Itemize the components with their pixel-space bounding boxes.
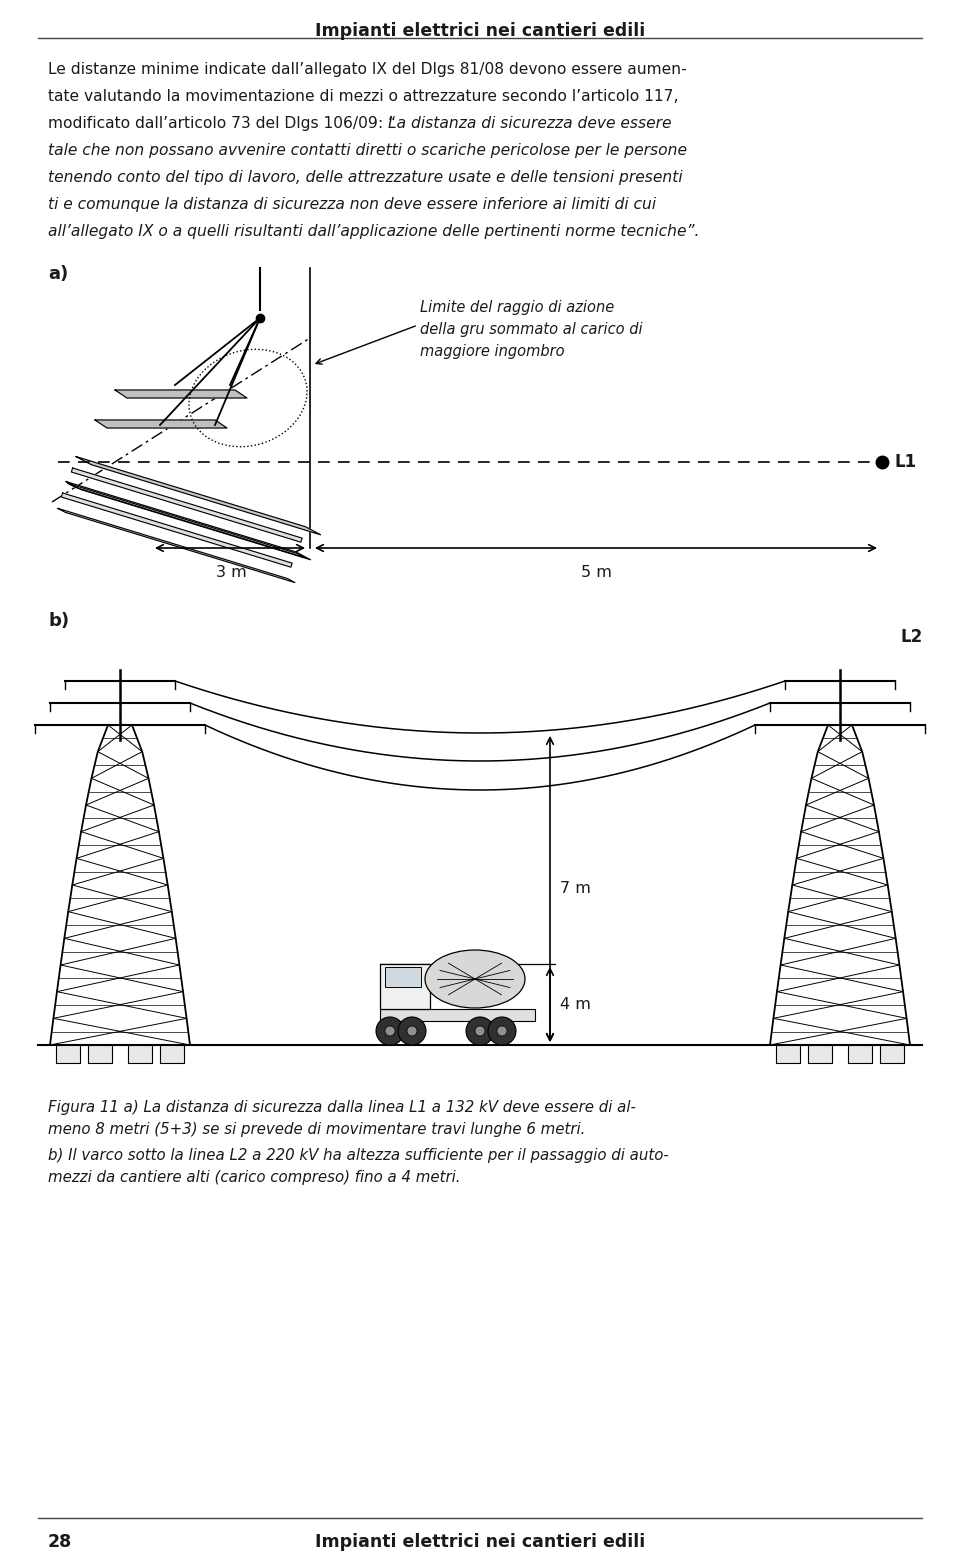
Bar	[128, 1045, 152, 1063]
Text: maggiore ingombro: maggiore ingombro	[420, 344, 564, 358]
Text: 3 m: 3 m	[216, 565, 247, 581]
Text: 28: 28	[48, 1534, 72, 1551]
Text: meno 8 metri (5+3) se si prevede di movimentare travi lunghe 6 metri.: meno 8 metri (5+3) se si prevede di movi…	[48, 1122, 586, 1138]
Circle shape	[497, 1027, 507, 1036]
Text: 4 m: 4 m	[560, 997, 590, 1013]
Text: b) Il varco sotto la linea L2 a 220 kV ha altezza sufficiente per il passaggio d: b) Il varco sotto la linea L2 a 220 kV h…	[48, 1149, 669, 1163]
Bar	[848, 1045, 872, 1063]
Text: L2: L2	[900, 628, 923, 646]
Text: b): b)	[48, 612, 69, 631]
Text: tale che non possano avvenire contatti diretti o scariche pericolose per le pers: tale che non possano avvenire contatti d…	[48, 142, 687, 158]
Text: a): a)	[48, 264, 68, 283]
Bar	[380, 1009, 535, 1020]
Circle shape	[398, 1017, 426, 1045]
Bar	[56, 1045, 80, 1063]
Text: Impianti elettrici nei cantieri edili: Impianti elettrici nei cantieri edili	[315, 22, 645, 41]
Bar	[880, 1045, 904, 1063]
Text: Figura 11 a) La distanza di sicurezza dalla linea L1 a 132 kV deve essere di al-: Figura 11 a) La distanza di sicurezza da…	[48, 1100, 636, 1114]
Polygon shape	[58, 509, 295, 582]
Polygon shape	[68, 484, 305, 557]
Text: Limite del raggio di azione: Limite del raggio di azione	[420, 300, 614, 315]
Bar	[808, 1045, 832, 1063]
Text: tate valutando la movimentazione di mezzi o attrezzature secondo l’articolo 117,: tate valutando la movimentazione di mezz…	[48, 89, 679, 103]
Text: L1: L1	[895, 452, 917, 471]
Text: mezzi da cantiere alti (carico compreso) fino a 4 metri.: mezzi da cantiere alti (carico compreso)…	[48, 1171, 461, 1185]
Text: 5 m: 5 m	[581, 565, 612, 581]
Circle shape	[466, 1017, 494, 1045]
Circle shape	[475, 1027, 485, 1036]
Circle shape	[407, 1027, 417, 1036]
Text: tenendo conto del tipo di lavoro, delle attrezzature usate e delle tensioni pres: tenendo conto del tipo di lavoro, delle …	[48, 171, 683, 185]
Polygon shape	[66, 482, 311, 560]
Bar	[380, 964, 430, 1009]
Ellipse shape	[425, 950, 525, 1008]
Circle shape	[385, 1027, 395, 1036]
Text: Le distanze minime indicate dall’allegato IX del Dlgs 81/08 devono essere aumen-: Le distanze minime indicate dall’allegat…	[48, 63, 686, 77]
Text: La distanza di sicurezza deve essere: La distanza di sicurezza deve essere	[388, 116, 671, 131]
Bar	[160, 1045, 184, 1063]
Text: della gru sommato al carico di: della gru sommato al carico di	[420, 322, 642, 336]
Circle shape	[488, 1017, 516, 1045]
Text: 7 m: 7 m	[560, 881, 590, 897]
Polygon shape	[71, 468, 302, 541]
Circle shape	[376, 1017, 404, 1045]
Bar	[776, 1045, 800, 1063]
Bar	[88, 1045, 112, 1063]
Polygon shape	[61, 493, 292, 567]
Text: all’allegato IX o a quelli risultanti dall’applicazione delle pertinenti norme t: all’allegato IX o a quelli risultanti da…	[48, 224, 700, 239]
Polygon shape	[76, 457, 321, 535]
Bar	[385, 967, 421, 988]
Text: modificato dall’articolo 73 del Dlgs 106/09: “: modificato dall’articolo 73 del Dlgs 106…	[48, 116, 396, 131]
Polygon shape	[95, 419, 227, 427]
Text: Impianti elettrici nei cantieri edili: Impianti elettrici nei cantieri edili	[315, 1534, 645, 1551]
Polygon shape	[115, 390, 247, 398]
Text: ti e comunque la distanza di sicurezza non deve essere inferiore ai limiti di cu: ti e comunque la distanza di sicurezza n…	[48, 197, 656, 211]
